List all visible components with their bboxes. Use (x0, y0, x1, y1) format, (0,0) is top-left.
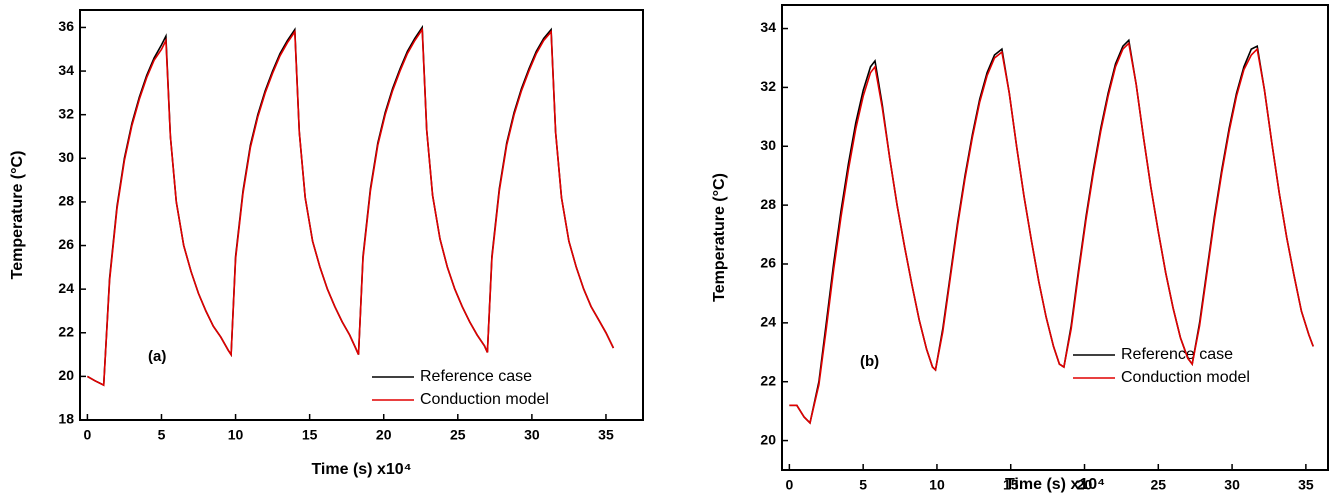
legend-label: Conduction model (1121, 369, 1250, 386)
series-line (86, 24, 615, 387)
x-tick-label: 20 (376, 427, 392, 443)
x-tick-label: 0 (84, 427, 92, 443)
y-axis-label: Temperature (°C) (9, 151, 26, 280)
x-tick-label: 5 (158, 427, 166, 443)
panel-label: (a) (148, 348, 166, 365)
y-tick-label: 26 (58, 236, 74, 252)
x-tick-label: 20 (1077, 477, 1093, 493)
x-tick-label: 0 (785, 477, 793, 493)
chart-panel: 0 5 10 15 20 25 30 35 18 20 22 24 26 28 30 32 34 36 Refere… (9, 9, 644, 478)
x-tick-label: 25 (1151, 477, 1167, 493)
y-tick-label: 20 (58, 367, 74, 383)
legend-label: Conduction model (420, 391, 549, 408)
y-tick-label: 22 (58, 323, 74, 339)
y-tick-label: 26 (760, 255, 776, 271)
x-tick-label: 5 (859, 477, 867, 493)
y-tick-label: 18 (58, 411, 74, 427)
x-tick-label: 10 (228, 427, 244, 443)
x-tick-label: 35 (1298, 477, 1314, 493)
series-line (789, 41, 1314, 425)
y-tick-label: 34 (760, 19, 776, 35)
x-axis-label: Time (s) x10⁴ (311, 461, 411, 478)
x-tick-label: 15 (302, 427, 318, 443)
y-tick-label: 22 (760, 372, 776, 388)
y-tick-label: 30 (760, 137, 776, 153)
x-tick-label: 35 (598, 427, 614, 443)
y-tick-label: 36 (58, 18, 74, 34)
y-tick-label: 34 (58, 62, 74, 78)
x-tick-label: 25 (450, 427, 466, 443)
x-tick-label: 15 (1003, 477, 1019, 493)
y-tick-label: 28 (760, 196, 776, 212)
x-tick-label: 30 (524, 427, 540, 443)
series-line (86, 27, 615, 387)
y-tick-label: 28 (58, 193, 74, 209)
y-tick-label: 32 (58, 105, 74, 121)
y-tick-label: 30 (58, 149, 74, 165)
chart-panel: 0 5 10 15 20 25 30 35 20 22 24 26 28 30 32 34 Reference … (711, 4, 1329, 493)
y-tick-label: 24 (760, 314, 776, 330)
plot-frame (79, 9, 644, 421)
y-tick-label: 20 (760, 431, 776, 447)
x-tick-label: 10 (929, 477, 945, 493)
plot-frame (781, 4, 1329, 471)
x-tick-label: 30 (1224, 477, 1240, 493)
x-axis-label: Time (s) x10⁴ (1005, 476, 1105, 493)
y-tick-label: 32 (760, 78, 776, 94)
y-axis-label: Temperature (°C) (711, 173, 728, 302)
legend-label: Reference case (420, 368, 532, 385)
y-tick-label: 24 (58, 280, 74, 296)
legend-label: Reference case (1121, 346, 1233, 363)
panel-label: (b) (860, 353, 879, 370)
